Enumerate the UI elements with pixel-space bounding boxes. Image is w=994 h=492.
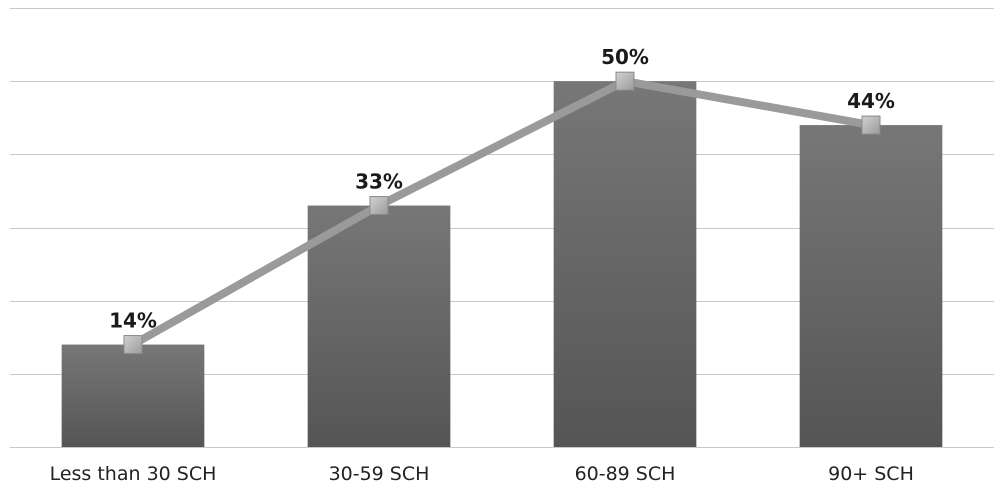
data-label: 44%	[847, 89, 895, 113]
bars	[61, 81, 943, 448]
line-marker	[369, 196, 389, 216]
bar	[307, 205, 451, 447]
series-line	[129, 77, 875, 349]
data-label: 50%	[601, 45, 649, 69]
bar	[799, 125, 943, 448]
x-tick-label: 60-89 SCH	[575, 463, 676, 485]
line-marker	[861, 115, 881, 135]
x-tick-label: 30-59 SCH	[329, 463, 430, 485]
x-tick-label: Less than 30 SCH	[50, 463, 217, 485]
line-marker	[123, 335, 143, 355]
line-marker	[615, 71, 635, 91]
x-axis-labels: Less than 30 SCH 30-59 SCH 60-89 SCH 90+ SC…	[50, 463, 914, 485]
x-tick-label: 90+ SCH	[828, 463, 914, 485]
data-label: 33%	[355, 170, 403, 194]
data-labels: 14% 33% 50% 44%	[109, 45, 895, 332]
trend-line	[129, 77, 875, 349]
bar	[61, 344, 205, 447]
bar	[553, 81, 697, 448]
line-markers	[123, 71, 881, 355]
data-label: 14%	[109, 309, 157, 333]
